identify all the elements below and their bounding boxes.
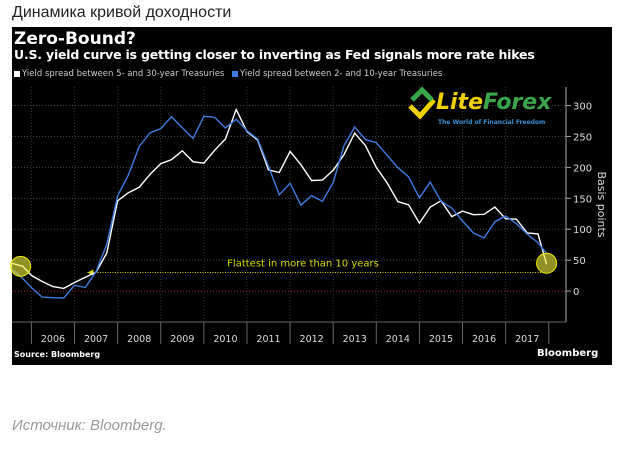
series-line-2s10s — [11, 115, 548, 299]
chart-subtitle: U.S. yield curve is getting closer to in… — [14, 47, 535, 62]
liteforex-logo-icon — [408, 86, 436, 120]
y-tick-label: 300 — [573, 102, 592, 113]
legend-swatch-blue — [232, 71, 238, 77]
legend-label-blue: Yield spread between 2- and 10-year Trea… — [240, 69, 443, 79]
highlight-start — [10, 255, 32, 277]
x-tick-label: 2010 — [213, 334, 237, 345]
y-tick-label: 100 — [573, 225, 592, 236]
y-tick-label: 200 — [573, 163, 592, 174]
y-axis-title: Basis points — [595, 171, 608, 237]
y-tick-label: 0 — [573, 287, 579, 298]
y-tick-label: 50 — [573, 256, 586, 267]
logo-text: LiteForex — [436, 90, 552, 115]
x-tick-label: 2007 — [84, 334, 108, 345]
legend-item-blue: Yield spread between 2- and 10-year Trea… — [232, 69, 442, 79]
x-tick-label: 2014 — [386, 334, 410, 345]
y-tick-label: 250 — [573, 132, 592, 143]
page-heading: Динамика кривой доходности — [12, 4, 232, 21]
x-tick-label: 2017 — [515, 334, 539, 345]
annotation-label: Flattest in more than 10 years — [227, 259, 379, 270]
y-tick-label: 150 — [573, 194, 592, 205]
legend-item-white: Yield spread between 5- and 30-year Trea… — [14, 69, 224, 79]
legend-swatch-white — [14, 71, 20, 77]
liteforex-logo: LiteForex The World of Financial Freedom — [406, 86, 551, 136]
highlight-end — [536, 252, 558, 274]
x-tick-label: 2011 — [256, 334, 280, 345]
x-tick-label: 2008 — [127, 334, 151, 345]
x-tick-label: 2016 — [472, 334, 496, 345]
x-tick-label: 2009 — [170, 334, 194, 345]
logo-tagline: The World of Financial Freedom — [438, 119, 546, 126]
x-tick-label: 2006 — [41, 334, 65, 345]
legend-label-white: Yield spread between 5- and 30-year Trea… — [22, 69, 225, 79]
series-line-5s30s — [11, 107, 548, 290]
x-tick-label: 2015 — [429, 334, 453, 345]
x-tick-label: 2012 — [300, 334, 324, 345]
caption: Источник: Bloomberg. — [12, 417, 167, 434]
x-tick-label: 2013 — [343, 334, 367, 345]
chart-title: Zero-Bound? — [14, 29, 136, 49]
bloomberg-brand: Bloomberg — [537, 348, 599, 359]
source-note: Source: Bloomberg — [14, 350, 101, 359]
